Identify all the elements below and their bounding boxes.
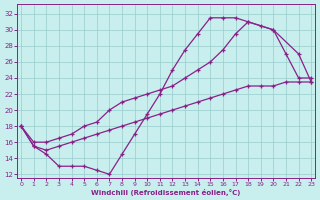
- X-axis label: Windchill (Refroidissement éolien,°C): Windchill (Refroidissement éolien,°C): [92, 189, 241, 196]
